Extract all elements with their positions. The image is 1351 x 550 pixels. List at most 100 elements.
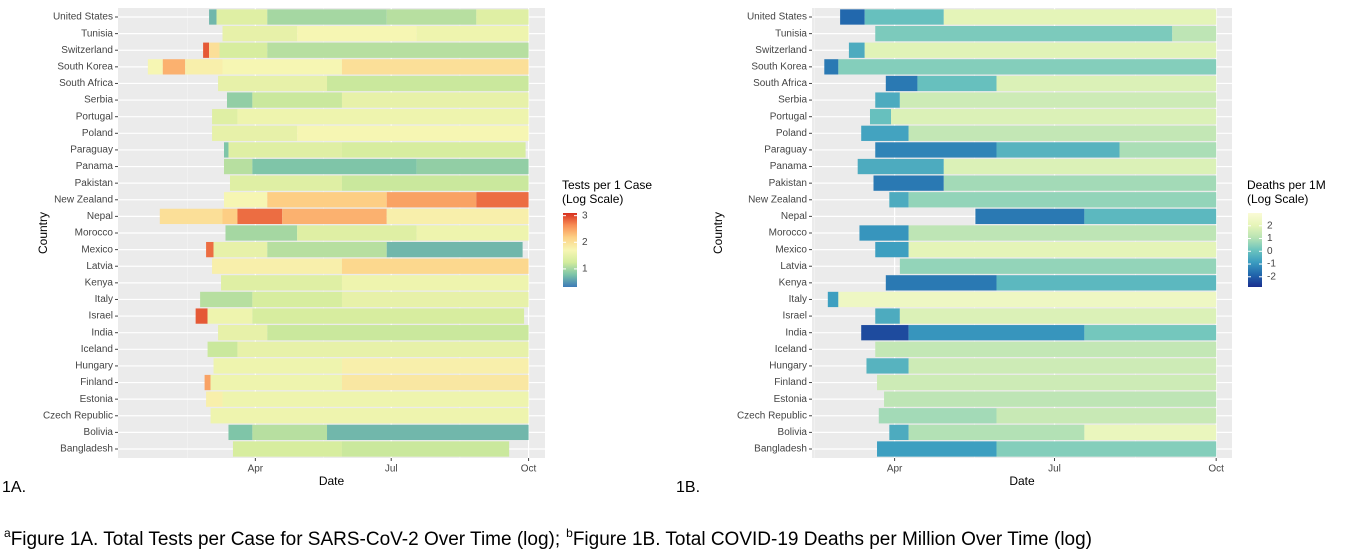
heat-tile <box>885 75 918 92</box>
y-tick-label: Israel <box>89 311 113 322</box>
x-tick-label: Jul <box>1048 464 1061 475</box>
y-tick-label: United States <box>53 12 113 23</box>
heat-tile <box>996 408 1217 424</box>
heat-tile <box>209 9 217 25</box>
heat-tile <box>889 192 909 208</box>
heat-tile <box>341 258 529 274</box>
heat-tile <box>908 241 1217 258</box>
heat-tile <box>416 25 529 42</box>
heat-tile <box>218 325 268 341</box>
y-tick-label: Bolivia <box>84 427 114 438</box>
heat-tile <box>875 25 1173 42</box>
heat-tile <box>327 424 529 441</box>
heat-tile <box>252 92 342 108</box>
heat-tile <box>943 9 1217 25</box>
y-tick-label: Paraguay <box>764 145 807 156</box>
heat-tile <box>341 275 529 291</box>
heat-tile <box>869 109 892 125</box>
heat-tile <box>206 241 214 258</box>
heat-tile <box>386 9 477 25</box>
heat-tile <box>222 208 238 225</box>
y-tick-label: Czech Republic <box>43 410 113 421</box>
y-tick-label: Iceland <box>775 344 807 355</box>
colorbar <box>1248 213 1262 287</box>
heat-tile <box>341 441 510 457</box>
y-tick-label: Switzerland <box>755 45 807 56</box>
heat-tile <box>224 142 229 158</box>
heat-tile <box>219 42 268 58</box>
heat-tile <box>877 374 1217 391</box>
heat-tile <box>213 358 342 374</box>
heat-tile <box>237 109 529 125</box>
heat-tile <box>267 325 529 341</box>
y-tick-label: Estonia <box>774 394 808 405</box>
y-tick-label: Tunisia <box>775 28 807 39</box>
heat-tile <box>221 275 342 291</box>
heat-tile <box>875 341 1217 357</box>
heat-tile <box>229 175 342 191</box>
heat-tile <box>297 125 529 141</box>
heat-tile <box>884 391 1217 407</box>
y-tick-label: India <box>91 327 113 338</box>
heat-tile <box>943 175 1217 191</box>
y-tick-label: Latvia <box>86 261 113 272</box>
caption-text: Figure 1A. Total Tests per Case for SARS… <box>11 529 560 550</box>
heat-tile <box>891 109 1217 125</box>
y-tick-label: Latvia <box>780 261 807 272</box>
heat-tile <box>252 158 417 175</box>
colorbar-label: 2 <box>582 237 588 248</box>
heat-tile <box>237 341 529 357</box>
x-tick-label: Jul <box>385 464 398 475</box>
heat-tile <box>908 225 1217 241</box>
heat-tile <box>252 424 328 441</box>
legend-title: Deaths per 1M <box>1247 178 1326 192</box>
y-tick-label: Panama <box>76 161 114 172</box>
heat-tile <box>341 175 529 191</box>
y-tick-label: Bangladesh <box>60 444 113 455</box>
x-axis-title: Date <box>1009 474 1035 488</box>
heat-tile <box>899 308 1217 324</box>
y-tick-label: United States <box>747 12 807 23</box>
heat-tile <box>185 59 223 75</box>
colorbar-label: 3 <box>582 210 588 221</box>
heat-tile <box>859 225 909 241</box>
heat-tile <box>996 275 1217 291</box>
heat-tile <box>218 75 328 92</box>
caption-sup: a <box>4 526 11 540</box>
heat-tile <box>838 59 1217 75</box>
heat-tile <box>147 59 163 75</box>
heat-tile <box>213 241 268 258</box>
heat-tile <box>207 341 238 357</box>
heat-tile <box>206 391 223 407</box>
y-tick-label: Iceland <box>81 344 113 355</box>
heat-tile <box>159 208 223 225</box>
x-tick-label: Oct <box>521 464 537 475</box>
colorbar <box>563 213 577 287</box>
colorbar-label: 1 <box>1267 233 1273 244</box>
y-tick-label: Paraguay <box>70 145 113 156</box>
heat-tile <box>252 308 525 324</box>
y-tick-label: Nepal <box>87 211 113 222</box>
heat-tile <box>996 75 1217 92</box>
heat-tile <box>267 9 387 25</box>
heat-tile <box>1084 325 1217 341</box>
heat-tile <box>889 424 909 441</box>
heat-tile <box>341 291 529 308</box>
heat-tile <box>267 192 387 208</box>
heat-tile <box>917 75 997 92</box>
y-tick-label: Poland <box>82 128 113 139</box>
heat-tile <box>204 374 211 391</box>
heat-tile <box>210 408 529 424</box>
heat-tile <box>908 192 1217 208</box>
x-tick-label: Apr <box>887 464 903 475</box>
heat-tile <box>908 325 1085 341</box>
y-tick-label: Poland <box>776 128 807 139</box>
heat-tile <box>210 374 342 391</box>
heat-tile <box>885 275 997 291</box>
y-tick-label: Pakistan <box>75 178 113 189</box>
caption-sup: b <box>566 526 573 540</box>
y-tick-label: Mexico <box>775 244 807 255</box>
y-tick-label: New Zealand <box>54 194 113 205</box>
heat-tile <box>216 9 268 25</box>
heat-tile <box>222 59 342 75</box>
